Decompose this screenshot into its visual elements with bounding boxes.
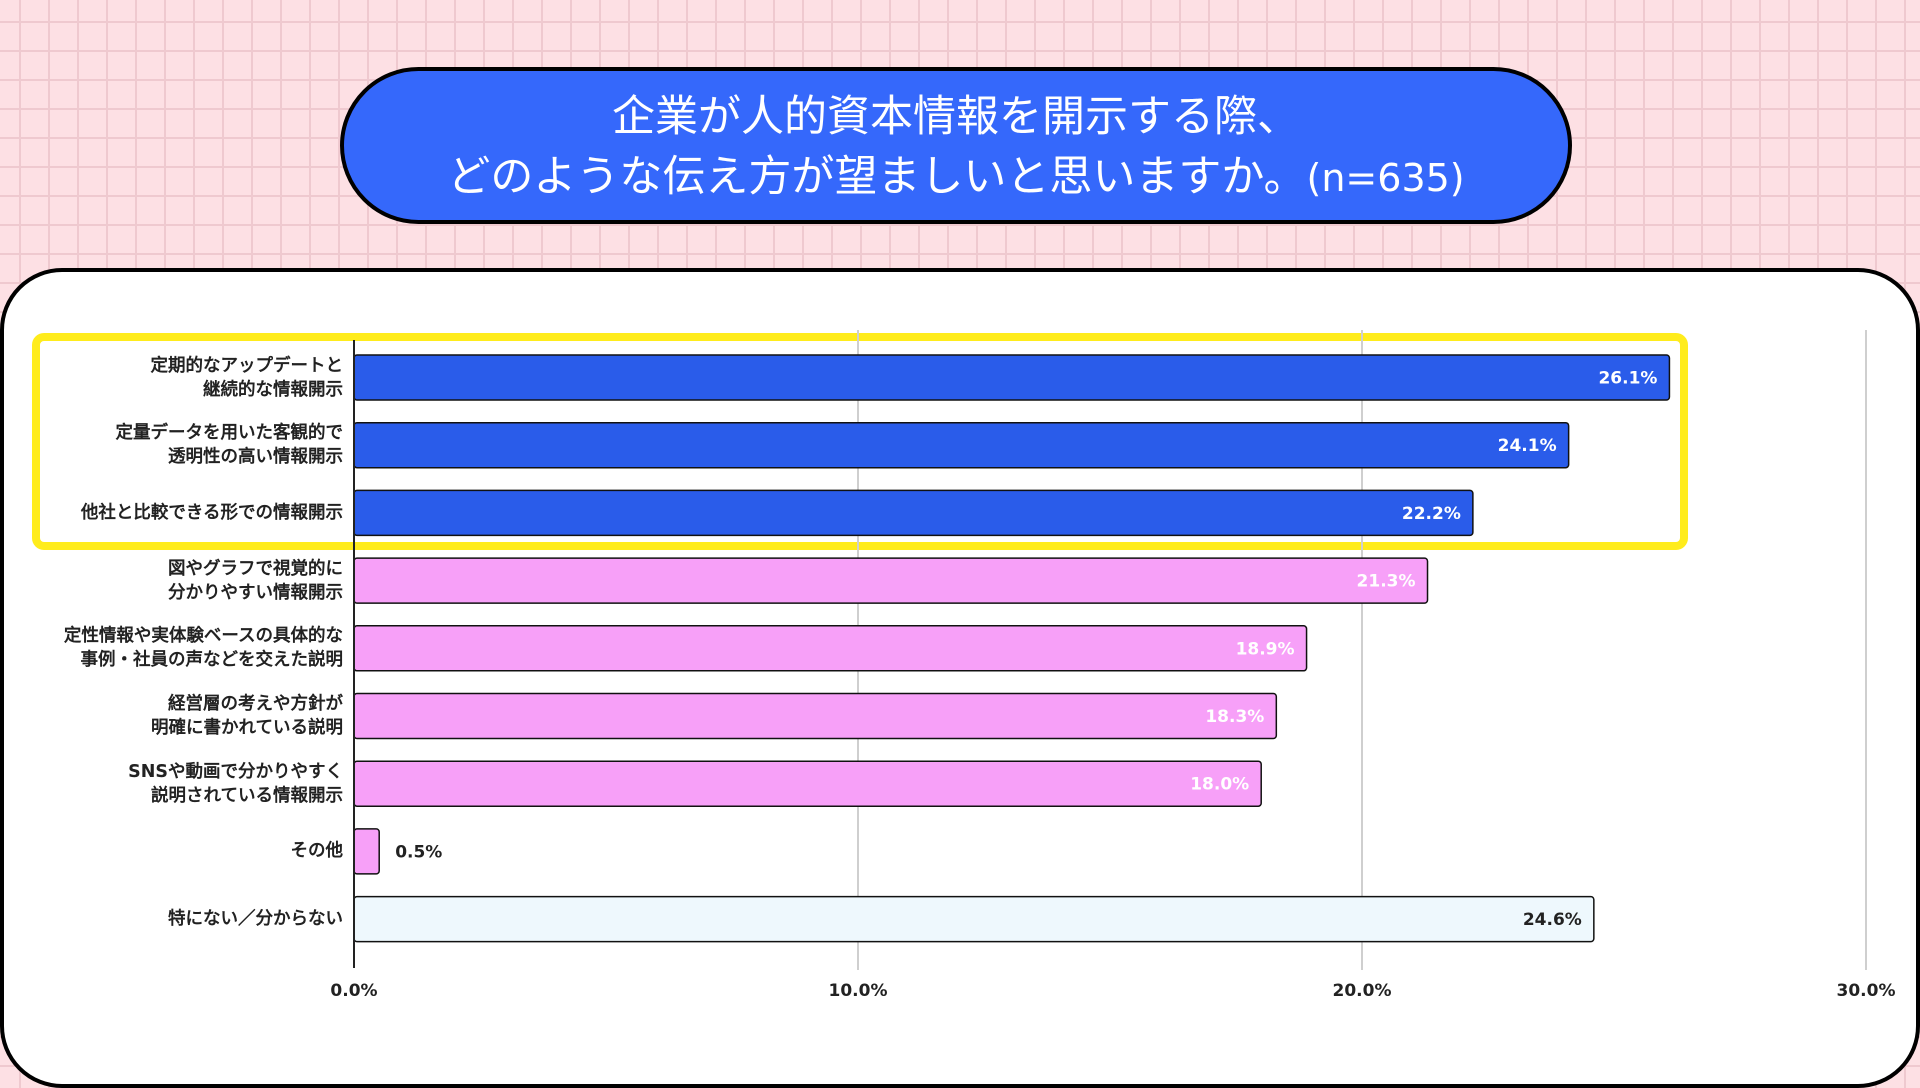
bar: [353, 828, 380, 875]
x-tick-label: 30.0%: [1837, 981, 1896, 1001]
category-label: 図やグラフで視覚的に 分かりやすい情報開示: [168, 558, 343, 603]
data-label: 24.6%: [1523, 910, 1582, 930]
data-label: 21.3%: [1357, 572, 1416, 592]
data-label: 18.0%: [1190, 775, 1249, 795]
category-label: SNSや動画で分かりやすく 説明されている情報開示: [128, 761, 343, 806]
bar: [353, 489, 1474, 537]
bar-chart: 0.0% 10.0% 20.0% 30.0% 26.1% 24.1% 22.2% 21.3% 1…: [330, 330, 1896, 1001]
category-label: 他社と比較できる形での情報開示: [80, 502, 343, 523]
bar: [353, 692, 1278, 740]
bar: [353, 625, 1308, 672]
data-label: 26.1%: [1598, 369, 1657, 389]
bar: [353, 421, 1570, 469]
bar: [353, 354, 1671, 401]
highlight-box: [32, 333, 1688, 550]
x-tick-label: 0.0%: [330, 981, 377, 1001]
bar: [353, 760, 1262, 807]
bar: [353, 557, 1429, 604]
data-label: 0.5%: [395, 842, 442, 862]
data-label: 22.2%: [1402, 504, 1461, 524]
title-line-2-wrap: どのような伝え方が望ましいと思いますか。(n=635): [344, 147, 1568, 208]
bar: [353, 895, 1595, 943]
category-label: その他: [290, 841, 344, 862]
data-label: 18.9%: [1236, 639, 1295, 659]
category-label: 経営層の考えや方針が 明確に書かれている説明: [151, 694, 343, 738]
category-label: 定性情報や実体験ベースの具体的な 事例・社員の声などを交えた説明: [63, 626, 343, 671]
data-label: 18.3%: [1205, 707, 1264, 727]
category-label: 特にない／分からない: [168, 909, 343, 930]
title-line-1: 企業が人的資本情報を開示する際、: [612, 92, 1300, 142]
chart-title: 企業が人的資本情報を開示する際、 どのような伝え方が望ましいと思いますか。(n=…: [340, 67, 1572, 224]
x-tick-label: 20.0%: [1333, 981, 1392, 1001]
x-tick-label: 10.0%: [829, 981, 888, 1001]
category-label: 定量データを用いた客観的で 透明性の高い情報開示: [115, 423, 344, 468]
category-label: 定期的なアップデートと 継続的な情報開示: [150, 355, 344, 400]
sample-size: (n=635): [1306, 156, 1465, 200]
title-line-2: どのような伝え方が望ましいと思いますか。: [447, 152, 1307, 202]
chart-panel: [0, 268, 1920, 1088]
data-label: 24.1%: [1498, 436, 1557, 456]
